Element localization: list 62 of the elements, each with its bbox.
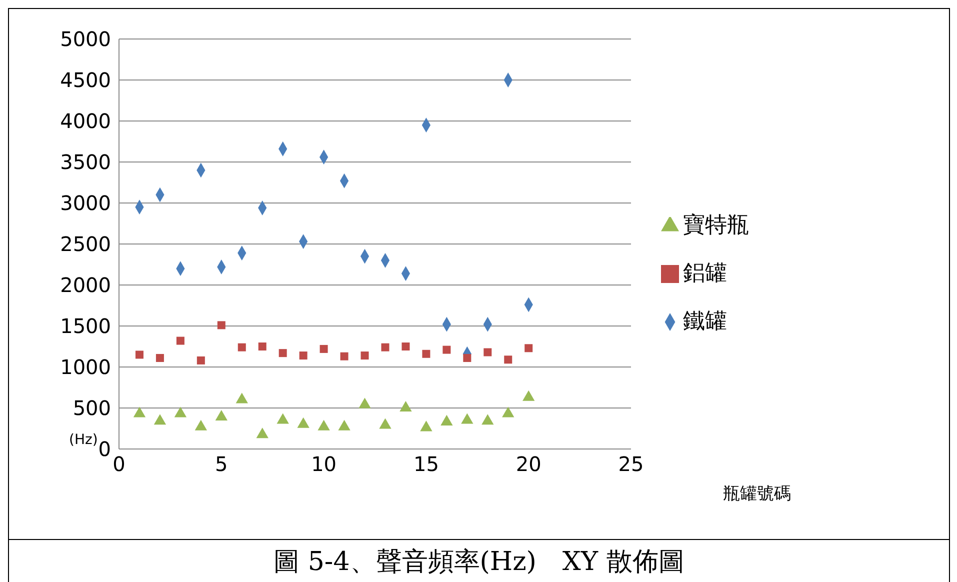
point [238, 343, 246, 352]
point [318, 420, 330, 430]
point [174, 406, 187, 418]
point [135, 350, 144, 359]
point [524, 344, 533, 352]
point [256, 428, 268, 438]
point [463, 354, 472, 362]
point [258, 342, 266, 350]
point [338, 420, 350, 430]
y-tick-label: 0 [98, 437, 111, 462]
point [522, 390, 535, 401]
y-tick-label: 500 [72, 396, 111, 420]
point [215, 410, 228, 421]
point [461, 413, 474, 424]
point [442, 346, 451, 354]
y-tick-label: 2500 [60, 232, 111, 256]
x-tick-label: 15 [413, 452, 439, 476]
legend-label: 寶特瓶 [683, 213, 749, 238]
point [217, 321, 226, 330]
point [194, 420, 207, 430]
point [299, 352, 308, 360]
point [379, 418, 392, 429]
point [358, 398, 371, 408]
text: 圖 5-4、聲音頻率(Hz) XY 散佈圖 [272, 546, 686, 579]
x-tick-label: 5 [215, 452, 228, 476]
point [381, 343, 390, 352]
y-tick-label: 4000 [60, 109, 111, 134]
x-tick-label: 10 [311, 452, 337, 476]
point [276, 413, 289, 424]
point [196, 356, 205, 364]
point [402, 342, 410, 350]
point [176, 336, 184, 345]
point [504, 356, 512, 364]
x-tick-label: 25 [618, 452, 644, 476]
y-tick-label: 3500 [60, 150, 111, 174]
point [133, 406, 146, 418]
y-tick-label: 3000 [60, 191, 111, 216]
point [400, 400, 412, 412]
y-axis-title: (Hz) [69, 432, 98, 448]
x-tick-label: 20 [516, 452, 542, 476]
point [278, 349, 287, 358]
point [482, 414, 494, 425]
point [422, 350, 430, 358]
y-tick-label: 1500 [60, 314, 111, 338]
legend-label: 鋁罐 [683, 261, 727, 286]
y-tick-label: 1000 [60, 355, 111, 380]
point [156, 354, 164, 362]
point [420, 420, 432, 432]
point [360, 352, 369, 360]
legend-label: 鐵罐 [683, 309, 727, 334]
point [154, 414, 166, 425]
x-axis-title: 瓶罐號碼 [723, 484, 791, 504]
point [297, 417, 310, 428]
y-tick-label: 5000 [60, 27, 111, 52]
point [236, 392, 248, 404]
point [502, 406, 514, 418]
y-tick-label: 2000 [60, 273, 111, 298]
y-tick-label: 4500 [60, 68, 111, 92]
point [320, 344, 328, 353]
point [440, 414, 453, 426]
point [484, 348, 492, 356]
point [340, 352, 348, 360]
